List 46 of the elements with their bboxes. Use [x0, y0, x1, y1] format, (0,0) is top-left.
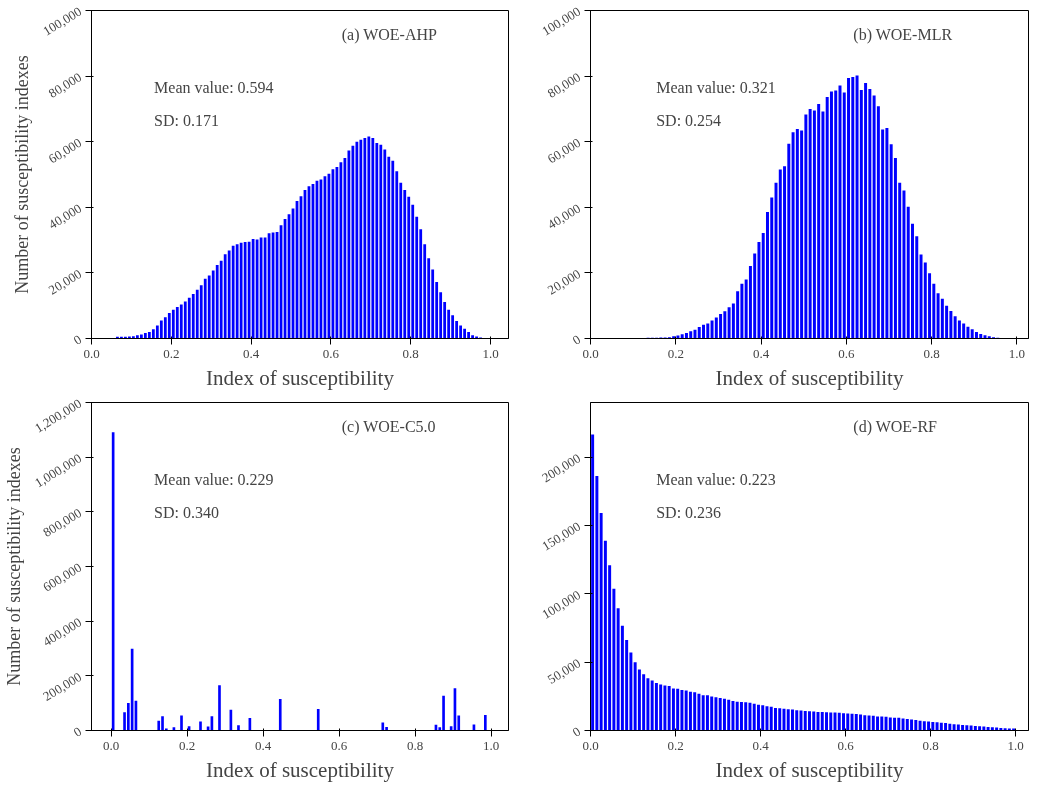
- x-tick-label: 1.0: [1008, 345, 1026, 361]
- annotation: Mean value: 0.321: [656, 78, 776, 96]
- x-axis-title: Index of susceptibility: [206, 757, 395, 782]
- x-tick-label: 0.4: [752, 345, 770, 361]
- y-tick-label: 0: [70, 331, 85, 348]
- annotation: SD: 0.254: [656, 111, 722, 129]
- x-tick-label: 0.8: [923, 345, 940, 361]
- x-tick-label: 0.0: [582, 345, 599, 361]
- y-tick-label: 0: [569, 723, 584, 740]
- x-tick-label: 0.8: [406, 737, 424, 753]
- y-axis-title: Number of susceptibility indexes: [12, 55, 33, 294]
- x-axis-title: Index of susceptibility: [715, 365, 904, 390]
- text: (d) WOE-RF: [853, 418, 938, 437]
- x-tick-label: 1.0: [482, 737, 500, 753]
- annotation: SD: 0.171: [154, 111, 219, 129]
- x-tick-label: 1.0: [1007, 737, 1024, 753]
- x-tick-label: 1.0: [482, 345, 499, 361]
- y-tick-label: 0: [70, 723, 85, 740]
- x-tick-label: 0.0: [83, 345, 100, 361]
- x-tick-label: 0.4: [255, 737, 272, 753]
- text: (c) WOE-C5.0: [341, 418, 436, 437]
- x-tick-label: 0.4: [242, 345, 260, 361]
- x-axis-title: Index of susceptibility: [715, 757, 904, 782]
- y-axis-title: Number of susceptibility indexes: [3, 447, 24, 686]
- x-tick-label: 0.0: [103, 737, 120, 753]
- x-axis-title: Index of susceptibility: [206, 365, 395, 390]
- x-tick-label: 0.4: [752, 737, 770, 753]
- text: (a) WOE-AHP: [341, 26, 438, 45]
- x-tick-label: 0.8: [402, 345, 419, 361]
- annotation: Mean value: 0.594: [154, 78, 274, 96]
- annotation: SD: 0.340: [154, 503, 219, 521]
- x-tick-label: 0.2: [179, 737, 196, 753]
- x-tick-label: 0.6: [330, 737, 348, 753]
- annotation: Mean value: 0.223: [656, 470, 776, 488]
- y-tick-label: 0: [569, 331, 584, 348]
- x-tick-label: 0.6: [838, 345, 856, 361]
- x-tick-label: 0.2: [163, 345, 180, 361]
- x-tick-label: 0.0: [582, 737, 599, 753]
- annotation: SD: 0.236: [656, 503, 722, 521]
- x-tick-label: 0.2: [667, 737, 684, 753]
- x-tick-label: 0.2: [667, 345, 684, 361]
- x-tick-label: 0.6: [322, 345, 340, 361]
- x-tick-label: 0.6: [837, 737, 855, 753]
- text: (b) WOE-MLR: [853, 26, 953, 45]
- annotation: Mean value: 0.229: [154, 470, 274, 488]
- x-tick-label: 0.8: [922, 737, 939, 753]
